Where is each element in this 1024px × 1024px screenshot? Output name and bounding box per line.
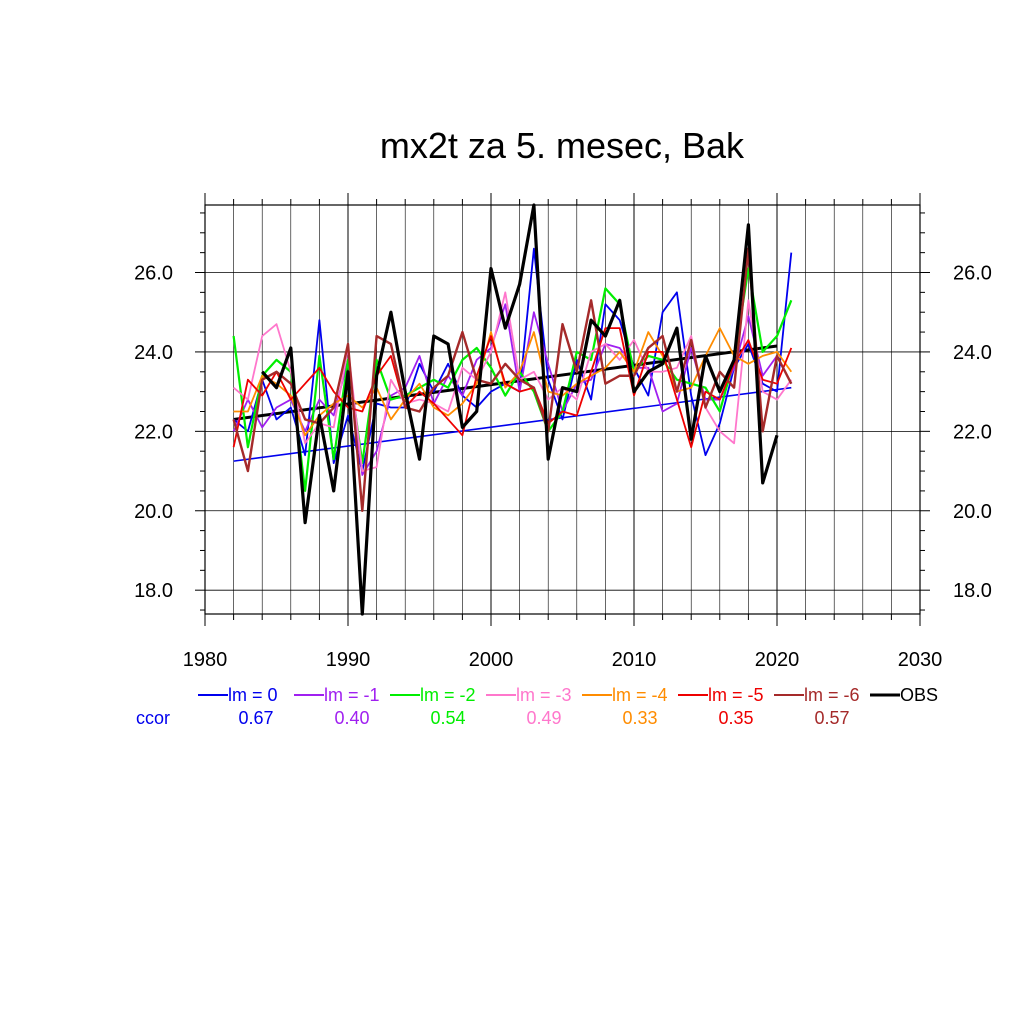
series-lines (232, 203, 793, 616)
ccor-value-0: 0.67 (238, 708, 273, 728)
legend-label-2: lm = -2 (420, 685, 476, 705)
legend-label-0: lm = 0 (228, 685, 278, 705)
y-tick-label-left: 24.0 (134, 342, 173, 364)
ccor-value-4: 0.33 (622, 708, 657, 728)
plot-frame (204, 204, 921, 615)
chart-title: mx2t za 5. mesec, Bak (380, 125, 745, 166)
legend-label-1: lm = -1 (324, 685, 380, 705)
series-line-5 (232, 327, 793, 449)
y-tick-label-right: 24.0 (953, 342, 992, 364)
y-tick-label-right: 26.0 (953, 263, 992, 285)
grid (205, 205, 920, 614)
ccor-value-6: 0.57 (814, 708, 849, 728)
ccor-value-2: 0.54 (430, 708, 465, 728)
x-tick-label: 2030 (898, 649, 943, 671)
x-tick-label: 2000 (469, 649, 514, 671)
x-tick-label: 1990 (326, 649, 371, 671)
y-tick-label-left: 18.0 (134, 580, 173, 602)
series-line-2 (232, 267, 793, 492)
ccor-value-5: 0.35 (718, 708, 753, 728)
y-tick-label-left: 22.0 (134, 421, 173, 443)
y-tick-label-right: 22.0 (953, 421, 992, 443)
legend-label-5: lm = -5 (708, 685, 764, 705)
y-tick-label-left: 26.0 (134, 263, 173, 285)
x-tick-label: 1980 (183, 649, 228, 671)
legend-label-3: lm = -3 (516, 685, 572, 705)
ccor-value-3: 0.49 (526, 708, 561, 728)
y-tick-label-right: 20.0 (953, 501, 992, 523)
legend: ccor lm = 0 0.67 lm = -1 0.40 lm = -2 0.54 lm =… (136, 685, 938, 728)
legend-label-6: lm = -6 (804, 685, 860, 705)
x-tick-label: 2010 (612, 649, 657, 671)
x-tick-label: 2020 (755, 649, 800, 671)
series-line-7 (261, 203, 779, 616)
axes: 18.0 18.0 20.0 20.0 22.0 22.0 24.0 24.0 26.0 26.0… (134, 193, 992, 671)
y-tick-label-left: 20.0 (134, 501, 173, 523)
y-tick-label-right: 18.0 (953, 580, 992, 602)
series-line-6 (232, 247, 793, 512)
ccor-value-1: 0.40 (334, 708, 369, 728)
legend-label-4: lm = -4 (612, 685, 668, 705)
legend-label-7: OBS (900, 685, 938, 705)
ccor-label: ccor (136, 708, 170, 728)
